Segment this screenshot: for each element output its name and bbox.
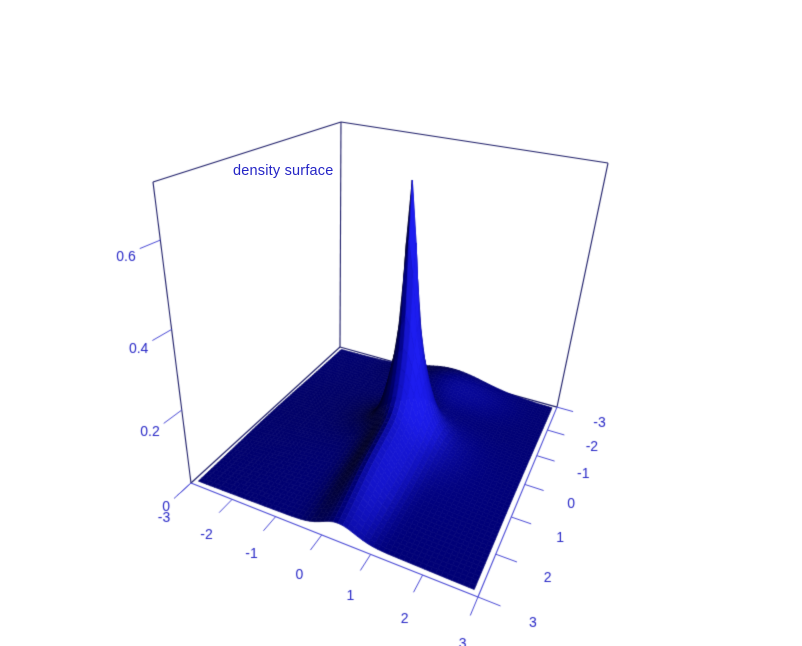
plot-title: density surface [233, 163, 334, 179]
